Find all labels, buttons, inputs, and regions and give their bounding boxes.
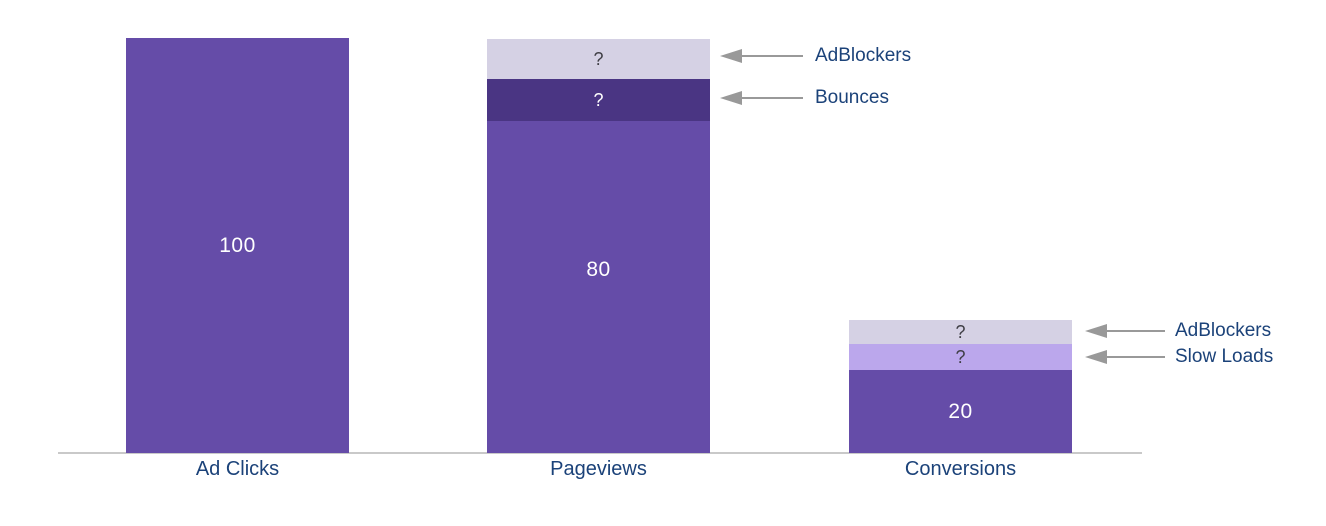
annotation-label: Bounces [815,87,889,108]
annotation-pageviews-adblockers: AdBlockers [720,45,911,67]
category-label-conversions: Conversions [904,458,1017,480]
bar-ad-clicks[interactable]: 100 [126,38,349,453]
unknown-value-label: ? [955,322,966,342]
segment-pageviews-bounces[interactable]: ? [487,79,710,121]
annotation-conversions-slow-loads: Slow Loads [1085,346,1273,368]
arrow-line [1107,356,1165,358]
arrow-left-icon [1085,350,1165,364]
arrow-left-icon [720,91,803,105]
unknown-value-label: ? [593,90,604,110]
arrow-head [1085,350,1107,364]
annotation-label: Slow Loads [1175,346,1274,367]
value-label: 100 [219,234,256,257]
segment-conversions-adblockers[interactable]: ? [849,320,1072,344]
bar-pageviews[interactable]: ? ? 80 [487,39,710,453]
arrow-head [720,49,742,63]
arrow-line [742,97,803,99]
annotation-pageviews-bounces: Bounces [720,87,889,109]
arrow-line [742,55,803,57]
segment-conversions-main[interactable]: 20 [849,370,1072,453]
category-label-ad-clicks: Ad Clicks [195,458,280,480]
segment-conversions-slow-loads[interactable]: ? [849,344,1072,370]
unknown-value-label: ? [593,49,604,69]
annotation-label: AdBlockers [1175,320,1272,341]
x-axis-line [58,452,1142,454]
arrow-left-icon [1085,324,1165,338]
arrow-left-icon [720,49,803,63]
arrow-head [720,91,742,105]
segment-pageviews-main[interactable]: 80 [487,121,710,453]
arrow-head [1085,324,1107,338]
segment-pageviews-adblockers[interactable]: ? [487,39,710,79]
bar-conversions[interactable]: ? ? 20 [849,320,1072,453]
annotation-conversions-adblockers: AdBlockers [1085,320,1271,342]
segment-ad-clicks[interactable]: 100 [126,38,349,453]
annotation-label: AdBlockers [815,45,912,66]
unknown-value-label: ? [955,347,966,367]
arrow-line [1107,330,1165,332]
value-label: 80 [586,257,611,281]
value-label: 20 [948,400,973,423]
category-label-pageviews: Pageviews [550,458,647,480]
